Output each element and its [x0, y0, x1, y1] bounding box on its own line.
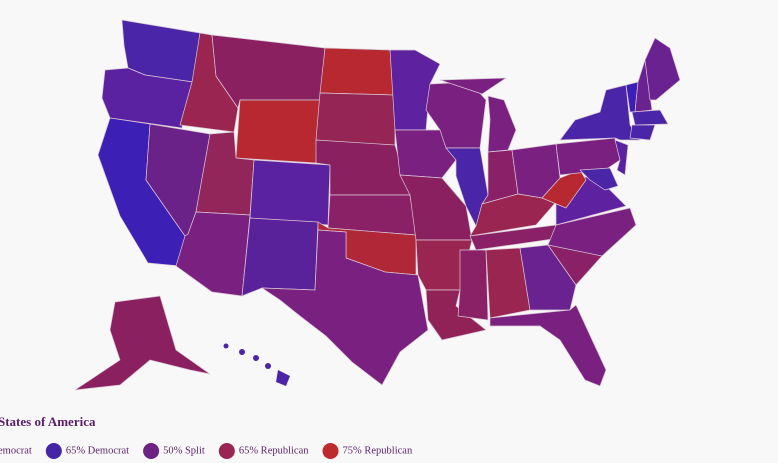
state: [519, 244, 577, 311]
state: [319, 47, 396, 96]
state: [235, 99, 321, 164]
state: [439, 77, 507, 95]
legend-label: 65% Republican: [239, 445, 309, 456]
state: [644, 37, 681, 101]
state: [457, 249, 489, 321]
state: [634, 59, 653, 113]
legend-swatch: [45, 443, 62, 459]
us-map: [74, 19, 681, 391]
state: [315, 92, 396, 149]
state: [445, 147, 489, 227]
map-title: States of America: [0, 414, 96, 429]
legend-label: 75% Republican: [343, 445, 413, 456]
state: [614, 139, 629, 176]
legend-label: 65% Democrat: [66, 445, 129, 456]
legend-swatch: [218, 443, 235, 459]
state: [579, 167, 619, 191]
legend-label: 50% Split: [163, 445, 205, 456]
state: [547, 207, 637, 257]
state: [469, 193, 557, 237]
legend: emocrat 65% Democrat 50% Split 65% Republic…: [0, 443, 413, 459]
state: [541, 169, 587, 209]
legend-swatch: [143, 443, 160, 459]
state: [74, 295, 211, 391]
state: [249, 159, 331, 226]
state: [394, 129, 457, 179]
state: [489, 304, 607, 387]
state: [559, 84, 641, 141]
state: [631, 109, 669, 126]
legend-swatch: [322, 443, 339, 459]
legend-label: emocrat: [0, 445, 32, 456]
state: [315, 139, 411, 196]
state: [241, 217, 319, 297]
state: [261, 229, 429, 386]
state: [555, 137, 621, 176]
state: [629, 124, 656, 141]
state: [223, 343, 290, 386]
